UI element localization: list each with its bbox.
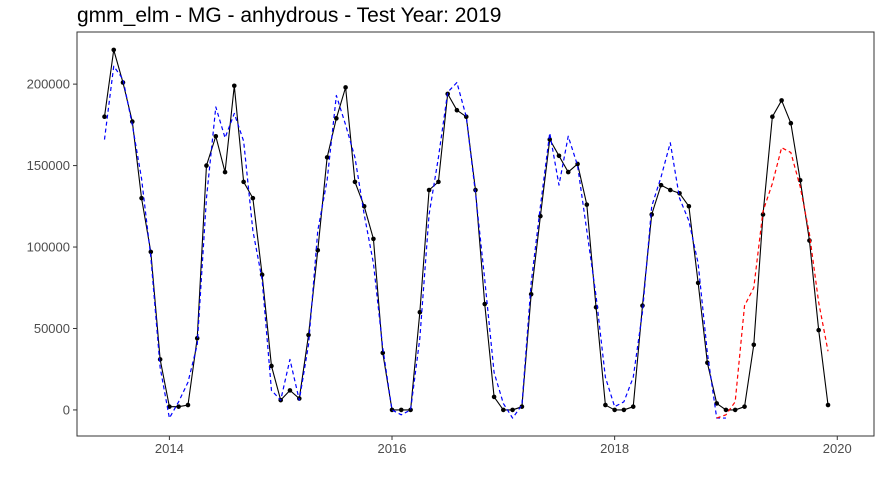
data-point (816, 327, 821, 333)
y-tick-label: 50000 (34, 321, 70, 336)
y-tick-label: 150000 (27, 158, 70, 173)
data-point (686, 204, 692, 209)
data-point (501, 407, 506, 413)
series-line-2 (103, 65, 726, 419)
data-point (463, 114, 469, 120)
data-point (482, 301, 488, 307)
data-point (779, 98, 784, 103)
x-tick-label: 2016 (378, 441, 407, 456)
data-point (797, 177, 803, 183)
data-point (436, 179, 441, 185)
data-point (556, 153, 562, 159)
y-tick-label: 200000 (27, 77, 70, 92)
data-point (269, 363, 274, 369)
data-point (231, 83, 237, 89)
data-point (426, 187, 432, 193)
data-point (167, 404, 172, 409)
data-point (538, 213, 543, 219)
data-point (398, 407, 404, 413)
data-point (695, 280, 701, 286)
data-point (621, 407, 627, 413)
data-point (204, 163, 209, 168)
data-point (306, 332, 311, 338)
x-tick-label: 2018 (600, 441, 629, 456)
data-point (760, 212, 766, 217)
data-point (371, 236, 376, 242)
data-point (352, 179, 358, 185)
data-point (603, 402, 608, 408)
data-point (658, 182, 664, 188)
data-point (102, 114, 107, 120)
data-point (241, 179, 246, 185)
data-point (213, 133, 219, 139)
data-point (287, 388, 293, 393)
data-point (250, 195, 256, 201)
y-tick-label: 0 (63, 402, 70, 417)
plot-panel (76, 31, 875, 437)
data-point (788, 120, 794, 126)
data-point (194, 335, 200, 341)
x-axis: 2014 2016 2018 2020 (155, 436, 852, 456)
data-point (111, 47, 117, 53)
data-point (222, 169, 228, 175)
data-point (148, 249, 154, 255)
data-point (584, 202, 590, 207)
data-point (334, 116, 339, 121)
y-axis: 0 50000 100000 150000 200000 (27, 77, 77, 417)
series-layer (102, 47, 831, 419)
data-point (667, 187, 673, 193)
data-point (732, 407, 738, 413)
data-point (324, 155, 330, 160)
data-point (491, 394, 497, 400)
data-point (630, 404, 636, 409)
data-point (185, 402, 191, 408)
x-tick-label: 2014 (155, 441, 184, 456)
data-point (714, 401, 720, 406)
data-point (176, 404, 181, 409)
data-point (649, 212, 655, 217)
data-point (528, 291, 534, 297)
data-point (454, 107, 460, 113)
data-point (408, 407, 413, 413)
data-point (519, 404, 525, 409)
data-point (612, 407, 617, 413)
data-point (259, 272, 265, 278)
data-point (723, 407, 729, 413)
data-point (139, 195, 144, 201)
data-point (389, 407, 395, 413)
data-point (770, 114, 775, 120)
data-point (510, 407, 515, 413)
data-point (825, 402, 831, 408)
data-point (565, 169, 571, 175)
data-point (417, 309, 423, 315)
y-tick-label: 100000 (27, 240, 70, 255)
series-line-3 (716, 147, 829, 419)
data-point (343, 85, 348, 90)
chart-title: gmm_elm - MG - anhydrous - Test Year: 20… (77, 4, 501, 27)
data-point (751, 342, 757, 348)
data-point (742, 404, 747, 409)
data-point (130, 119, 135, 124)
x-tick-label: 2020 (823, 441, 852, 456)
